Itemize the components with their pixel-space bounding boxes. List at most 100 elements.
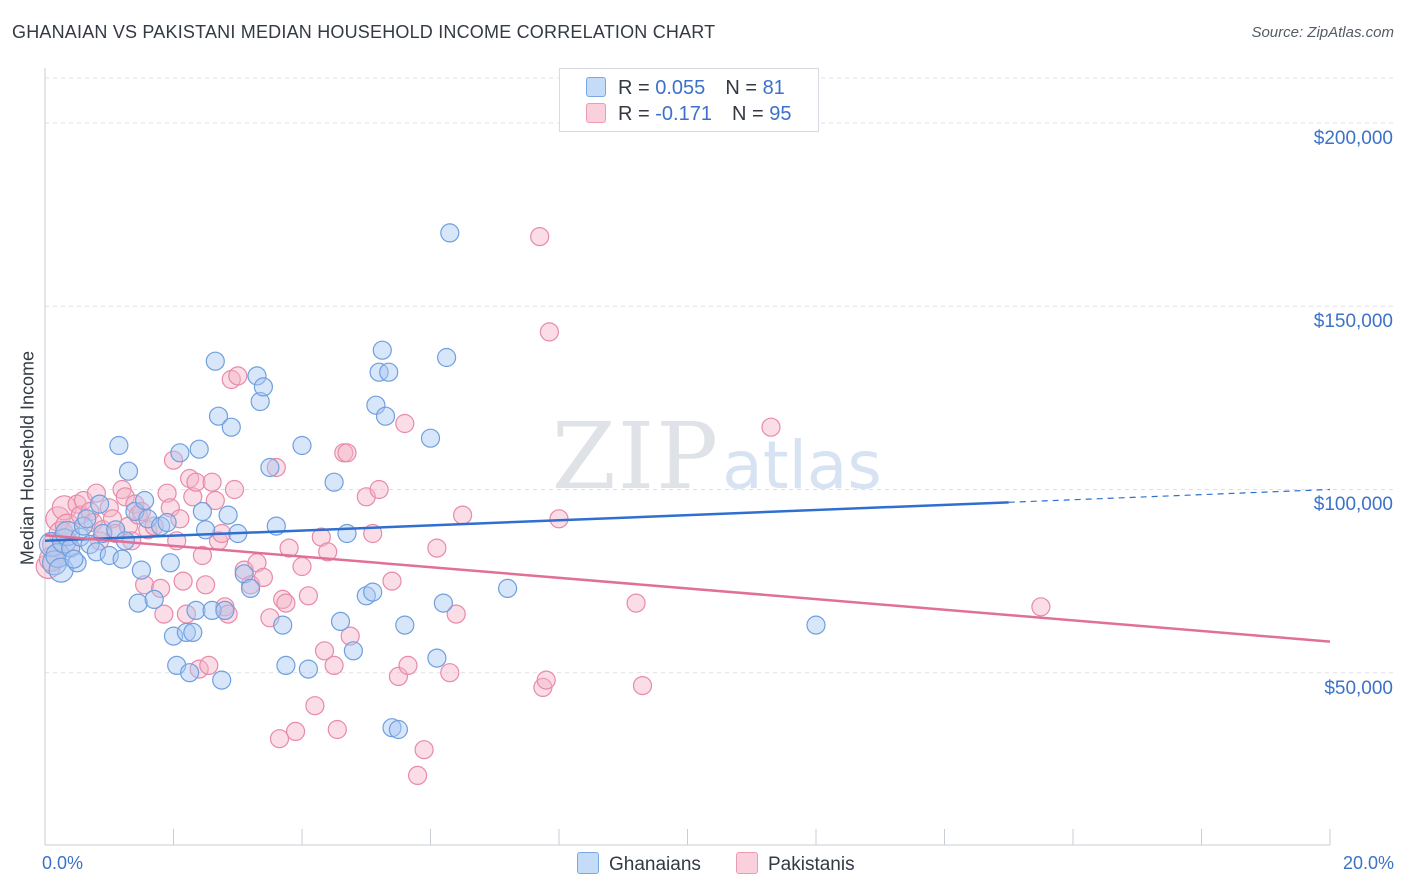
bottom-swatch-pakistanis [736,852,758,874]
pakistani-point [408,765,428,786]
trend-lines [44,488,1331,643]
pakistani-point [337,443,357,463]
correlation-legend: R = 0.055 N = 81 R = -0.171 N = 95 [559,68,819,132]
ghanaian-point [375,406,396,426]
ghanaian-point [176,622,196,643]
ghanaian-point [395,615,415,635]
legend-r-label: R = [618,77,656,99]
ghanaian-point [112,549,132,569]
pakistani-point [279,538,299,558]
pakistani-point [305,696,325,716]
pakistani-point [51,495,77,521]
ghanaian-point [498,578,518,599]
pakistani-point [382,571,402,591]
y-tick-label: $100,000 [1313,494,1393,516]
pakistani-point [135,575,155,595]
pakistani-point [314,641,335,661]
ghanaian-point [89,494,110,514]
pakistani-point [269,729,290,749]
ghanaian-point [192,501,212,522]
ghanaian-point [343,641,363,661]
pakistani-point [151,578,171,599]
bottom-legend-label: Pakistanis [768,854,855,875]
legend-n-label: N = [731,103,770,125]
source-label: Source: ZipAtlas.com [1251,24,1394,41]
ghanaian-point [440,223,460,243]
legend-n-value: 95 [769,103,792,125]
pakistani-point [446,604,466,624]
legend-r-label: R = [618,103,656,125]
pakistani-point [154,604,174,624]
pakistani-points [35,227,1051,786]
ghanaian-point [427,648,447,668]
pakistani-point [205,490,225,511]
ghanaian-point [324,472,344,492]
ghanaian-point [276,655,296,676]
pakistani-point [398,655,418,676]
watermark-atlas: atlas [722,427,882,504]
pakistani-point [253,567,273,588]
ghanaian-point [109,435,129,456]
pakistani-point [414,740,434,760]
legend-n-value: 81 [762,77,785,99]
ghanaian-point [118,461,139,481]
ghanaian-point [337,523,357,544]
ghanaian-point [160,553,180,573]
bottom-swatch-ghanaians [577,852,599,874]
ghanaian-point [67,553,87,573]
pakistani-point [186,472,206,492]
pakistani-point [125,494,145,514]
pakistani-point [273,589,293,610]
ghanaian-point [292,435,312,456]
axes [44,68,1331,846]
pakistani-point [530,227,550,247]
pakistani-point [761,417,781,437]
y-tick-label: $50,000 [1324,677,1393,699]
ghanaian-point [372,340,392,360]
ghanaian-trend-line [44,501,1009,543]
pakistani-point [539,322,560,342]
pakistani-point [228,366,248,386]
ghanaian-point [99,545,119,566]
ghanaian-point [247,366,267,386]
ghanaian-point [208,406,229,426]
legend-n-label: N = [725,77,763,99]
pakistani-point [183,487,203,507]
pakistani-point [99,498,119,518]
pakistani-point [440,663,460,683]
ghanaian-point [128,593,148,613]
legend-row-ghanaians: R = 0.055 N = 81 [586,77,785,99]
ghanaian-point [330,611,351,632]
pakistani-point [292,556,312,577]
pakistani-point [196,575,216,595]
pakistani-point [536,670,556,690]
pakistani-point [202,472,222,492]
ghanaian-trend-extension [1008,488,1331,503]
pakistani-point [453,505,473,525]
legend-row-pakistanis: R = -0.171 N = 95 [586,103,791,125]
ghanaian-point [433,593,453,613]
pakistani-point [632,675,653,696]
bottom-legend-label: Ghanaians [609,854,701,875]
ghanaian-point [135,490,155,511]
ghanaian-point [260,457,280,478]
watermark: ZIP atlas [552,403,882,510]
ghanaian-point [180,663,200,683]
ghanaian-point [363,582,383,602]
pakistani-point [102,509,123,529]
ghanaian-point [157,512,177,533]
ghanaian-point [253,377,273,397]
pakistani-point [369,479,389,500]
ghanaian-point [379,362,399,382]
ghanaian-point [366,395,386,415]
pakistani-point [327,719,347,740]
ghanaian-point [196,520,216,540]
pakistani-point [173,571,193,591]
legend-r-value: -0.171 [655,103,712,125]
ghanaian-point [212,670,232,690]
ghanaian-point [356,586,376,606]
pakistani-point [298,586,318,606]
ghanaian-point [241,578,261,599]
pakistani-point [138,520,158,540]
